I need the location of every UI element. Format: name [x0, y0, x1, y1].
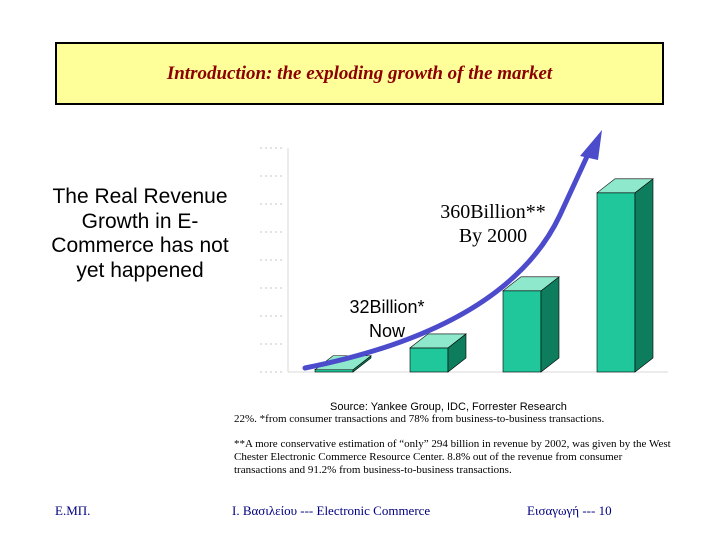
source-line: Source: Yankee Group, IDC, Forrester Res… — [330, 401, 567, 413]
footer-page: Εισαγωγή --- 10 — [527, 503, 612, 518]
title-box: Introduction: the exploding growth of th… — [55, 42, 664, 105]
bar-top — [314, 355, 372, 371]
footer-course: Ι. Βασιλείου --- Electronic Commerce — [232, 503, 431, 518]
callout-32-now: Now — [368, 321, 405, 341]
bar-front — [596, 192, 636, 373]
callout-32-amount: 32Billion* — [349, 297, 425, 317]
bar-front — [314, 369, 354, 373]
bar-top — [409, 333, 467, 349]
footer-institution: Ε.ΜΠ. — [55, 503, 91, 518]
bar-top — [502, 276, 560, 292]
bar-front — [409, 347, 449, 373]
callout-360-billion: 360Billion** By 2000 — [408, 200, 578, 248]
left-statement: The Real Revenue Growth in E-Commerce ha… — [51, 185, 229, 282]
callout-360-amount: 360Billion** — [440, 201, 546, 223]
callout-32-billion: 32Billion* Now — [322, 295, 452, 343]
bar-side — [540, 276, 560, 373]
growth-arrow-head — [580, 130, 602, 160]
footnote-consumer-share: 22%. *from consumer transactions and 78%… — [234, 413, 605, 425]
slide-title: Introduction: the exploding growth of th… — [166, 62, 553, 84]
bar-side — [634, 178, 654, 373]
footnote-conservative-estimate: **A more conservative estimation of “onl… — [234, 438, 671, 476]
growth-arrow — [302, 147, 593, 371]
callout-360-year: By 2000 — [458, 225, 528, 247]
bar-front — [502, 290, 542, 373]
bar-top — [596, 178, 654, 194]
